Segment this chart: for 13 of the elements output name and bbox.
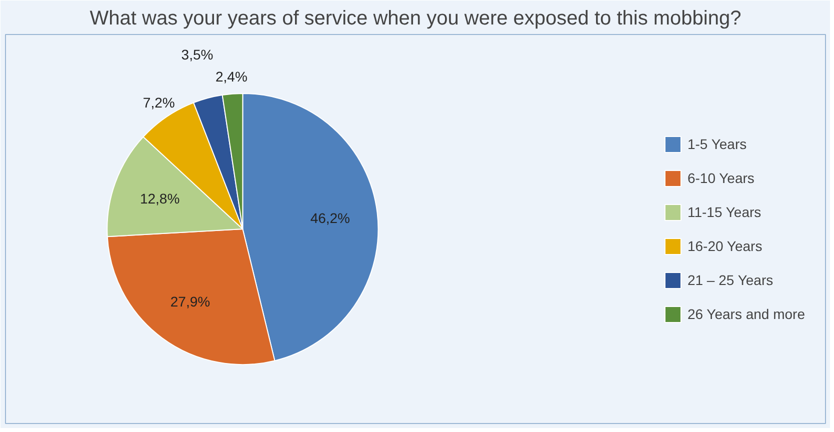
data-label: 12,8% [140,190,180,206]
legend-label: 6-10 Years [687,170,754,186]
legend-label: 21 – 25 Years [687,272,774,288]
data-label: 46,2% [310,210,350,226]
legend-label: 1-5 Years [687,136,747,152]
legend-label: 16-20 Years [687,238,762,254]
data-label: 3,5% [181,46,214,62]
data-label: 27,9% [170,294,210,310]
data-label: 2,4% [216,68,248,85]
legend-label: 26 Years and more [687,306,805,322]
legend-label: 11-15 Years [687,204,762,220]
data-label: 7,2% [142,94,175,111]
chart-title: What was your years of service when you were exposed to this mobbing? [90,8,742,30]
